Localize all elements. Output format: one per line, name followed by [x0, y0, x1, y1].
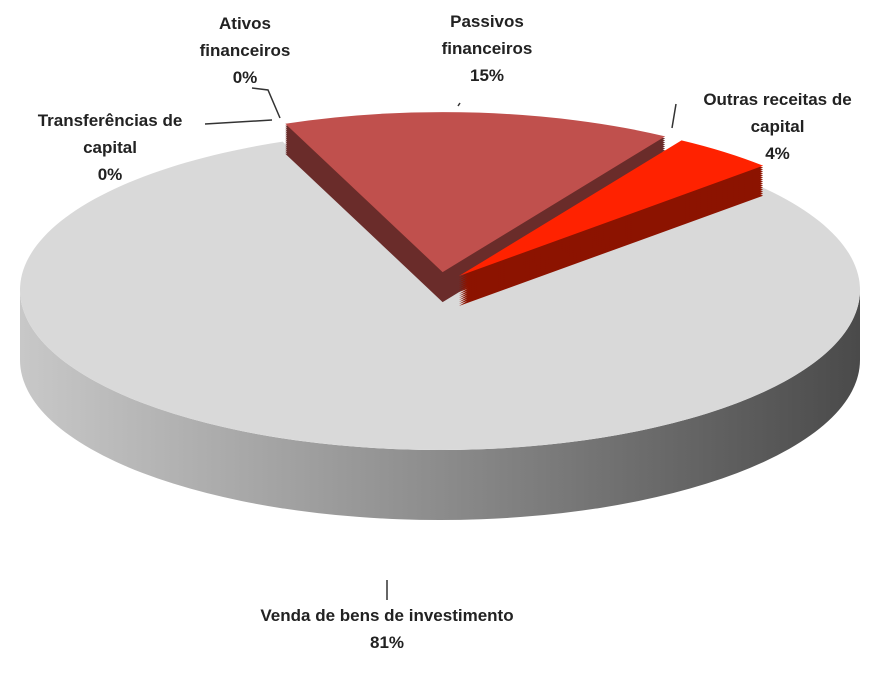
label-value: 4% — [765, 144, 790, 163]
leader-lines — [204, 87, 677, 600]
pie-slice — [285, 112, 666, 273]
slice-wall — [271, 152, 429, 302]
pie-side — [20, 290, 860, 520]
slice-wall — [271, 154, 429, 304]
label-value: 15% — [469, 66, 505, 85]
leader-line — [204, 119, 273, 125]
slice-wall — [271, 142, 429, 292]
label-value: 81% — [369, 633, 405, 652]
label-category: Ativos financeiros — [199, 14, 291, 60]
leader-line — [671, 103, 677, 129]
slice-wall — [271, 146, 429, 296]
data-label: Passivos financeiros 15% — [412, 8, 562, 89]
label-value: 0% — [232, 68, 258, 87]
data-label: Outras receitas de capital 4% — [675, 86, 878, 167]
leader-line — [457, 102, 461, 107]
label-category: Transferências de capital — [37, 111, 183, 157]
label-category: Outras receitas de capital — [703, 90, 852, 136]
label-category: Venda de bens de investimento — [260, 606, 514, 625]
pie-slice — [458, 140, 764, 277]
data-label: Ativos financeiros 0% — [190, 10, 300, 91]
slice-wall — [271, 150, 429, 300]
label-value: 0% — [97, 165, 123, 184]
slices — [19, 112, 860, 520]
leader-line — [251, 87, 281, 119]
slice-wall — [271, 148, 429, 298]
label-category: Passivos financeiros — [441, 12, 533, 58]
data-label: Transferências de capital 0% — [10, 107, 210, 188]
data-label: Venda de bens de investimento 81% — [252, 602, 522, 656]
slice-wall — [271, 144, 429, 294]
slice-wall — [271, 140, 429, 290]
